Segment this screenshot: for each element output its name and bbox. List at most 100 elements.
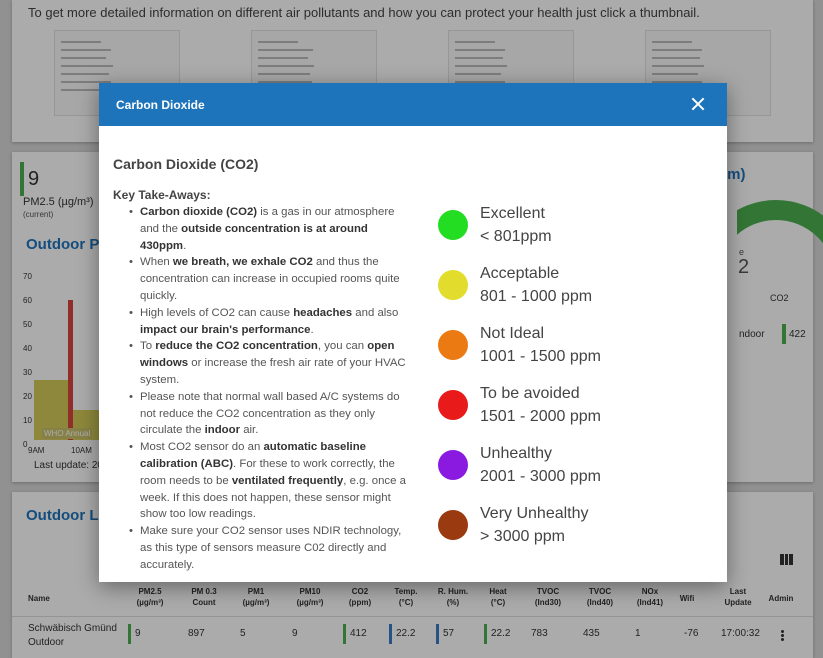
takeaway-text: reduce the CO2 concentration: [155, 340, 318, 353]
takeaway-item: To reduce the CO2 concentration, you can…: [129, 338, 411, 388]
takeaway-text: automatic baseline calibration (ABC): [140, 441, 367, 470]
key-takeaways-label: Key Take-Aways:: [113, 188, 211, 202]
takeaway-text: we breath, we exhale CO2: [172, 256, 313, 269]
legend-color-dot: [438, 210, 468, 240]
who-annual-label: WHO Annual: [42, 428, 93, 439]
modal-header: Carbon Dioxide: [99, 83, 727, 126]
th-admin: Admin: [768, 594, 794, 603]
takeaway-text: or increase the fresh air rate of your H…: [140, 357, 406, 386]
takeaway-text: and also: [352, 306, 399, 319]
cell-name[interactable]: Schwäbisch Gmünd Outdoor: [28, 623, 117, 648]
legend-range: 1001 - 1500 ppm: [480, 348, 601, 365]
last-update: Last update: 20: [34, 460, 103, 471]
cell-pm25: 9: [135, 628, 141, 639]
columns-icon[interactable]: [780, 554, 794, 565]
gauge-label: CO2: [770, 293, 789, 303]
th-tvoc30: TVOC (Ind30): [534, 587, 562, 607]
x-tick: 10AM: [71, 446, 92, 455]
takeaway-item: High levels of CO2 can cause headaches a…: [129, 305, 411, 339]
cell-humidity: 57: [443, 628, 455, 639]
takeaway-text: High levels of CO2 can cause: [140, 306, 294, 319]
cell-heat: 22.2: [491, 628, 511, 639]
legend-range: 801 - 1000 ppm: [480, 288, 593, 305]
th-name: Name: [28, 594, 50, 603]
legend-color-dot: [438, 510, 468, 540]
gauge-value-fragment: 2: [738, 256, 750, 278]
th-pm1: PM1 (µg/m³): [242, 587, 270, 607]
th-pm25: PM2.5 (µg/m³): [136, 587, 164, 607]
takeaway-text: .: [310, 323, 314, 336]
legend-item: Unhealthy 2001 - 3000 ppm: [438, 445, 698, 495]
legend-name: Unhealthy: [480, 445, 553, 462]
modal-title: Carbon Dioxide: [116, 98, 205, 112]
takeaway-text: outside concentration is at around 430pp…: [140, 222, 368, 252]
th-wifi: Wifi: [679, 594, 695, 603]
status-bar: [484, 624, 487, 644]
takeaway-text: open windows: [140, 340, 395, 370]
takeaway-text: , you can: [317, 340, 368, 353]
row-menu-icon[interactable]: [781, 630, 785, 642]
legend-range: 2001 - 3000 ppm: [480, 468, 601, 485]
co2-info-modal: Carbon Dioxide Carbon Dioxide (CO2) Key …: [99, 83, 727, 582]
takeaway-text: Make sure your CO2 sensor uses NDIR tech…: [140, 525, 402, 571]
legend-range: 1501 - 2000 ppm: [480, 408, 601, 425]
legend-range: < 801ppm: [480, 228, 552, 245]
indoor-label: ndoor: [739, 329, 765, 340]
intro-text: To get more detailed information on diff…: [28, 5, 700, 20]
th-pm10: PM10 (µg/m³): [296, 587, 324, 607]
pm-status-bar: [20, 162, 24, 196]
th-humidity: R. Hum. (%): [437, 587, 469, 607]
legend-item: Not Ideal 1001 - 1500 ppm: [438, 325, 698, 375]
y-tick: 0: [23, 440, 28, 449]
cell-pm1: 5: [240, 628, 246, 639]
co2-gauge: [737, 200, 823, 280]
cell-pm10: 9: [292, 628, 298, 639]
legend-name: Excellent: [480, 205, 545, 222]
legend-name: Not Ideal: [480, 325, 545, 342]
legend-item: To be avoided 1501 - 2000 ppm: [438, 385, 698, 435]
legend-color-dot: [438, 330, 468, 360]
th-temp: Temp. (°C): [394, 587, 418, 607]
modal-heading: Carbon Dioxide (CO2): [113, 156, 259, 172]
th-co2: CO2 (ppm): [348, 587, 372, 607]
legend-name: To be avoided: [480, 385, 580, 402]
th-nox: NOx (Ind41): [636, 587, 664, 607]
takeaways-list: Carbon dioxide (CO2) is a gas in our atm…: [129, 204, 411, 574]
legend-color-dot: [438, 450, 468, 480]
takeaway-text: Most CO2 sensor do an: [140, 441, 264, 454]
thumbnail-particulate-matter[interactable]: [54, 30, 180, 116]
cell-wifi: -76: [684, 628, 699, 639]
takeaway-text: To: [140, 340, 156, 353]
close-icon[interactable]: [691, 97, 705, 111]
status-bar: [436, 624, 439, 644]
pm-label: PM2.5 (µg/m³): [23, 196, 94, 208]
y-tick: 20: [23, 392, 32, 401]
takeaway-text: Carbon dioxide (CO2): [140, 206, 258, 218]
indoor-status-bar: [782, 324, 786, 344]
takeaway-text: , e.g. once a week. If this does not hap…: [140, 474, 406, 521]
takeaway-item: Carbon dioxide (CO2) is a gas in our atm…: [129, 204, 411, 254]
y-tick: 10: [23, 416, 32, 425]
legend-item: Acceptable 801 - 1000 ppm: [438, 265, 698, 315]
takeaway-text: .: [183, 239, 187, 252]
takeaway-text: headaches: [293, 306, 353, 319]
cell-co2: 412: [350, 628, 367, 639]
y-tick: 70: [23, 272, 32, 281]
takeaway-item: Most CO2 sensor do an automatic baseline…: [129, 439, 411, 523]
takeaway-text: indoor: [204, 424, 241, 437]
th-heat: Heat (°C): [489, 587, 507, 607]
cell-nox: 1: [635, 628, 641, 639]
takeaway-text: ventilated frequently: [231, 474, 344, 487]
y-tick: 60: [23, 296, 32, 305]
takeaway-item: Make sure your CO2 sensor uses NDIR tech…: [129, 523, 411, 573]
legend-item: Very Unhealthy > 3000 ppm: [438, 505, 698, 555]
takeaway-text: When: [140, 256, 173, 269]
y-tick: 30: [23, 368, 32, 377]
pm-current-value: 9: [28, 168, 40, 190]
takeaway-text: Please note that normal wall based A/C s…: [140, 390, 400, 437]
legend-name: Very Unhealthy: [480, 505, 589, 522]
takeaway-text: air.: [240, 424, 259, 437]
y-tick: 50: [23, 320, 32, 329]
legend-item: Excellent < 801ppm: [438, 205, 698, 255]
th-last-update: Last Update: [724, 587, 752, 607]
